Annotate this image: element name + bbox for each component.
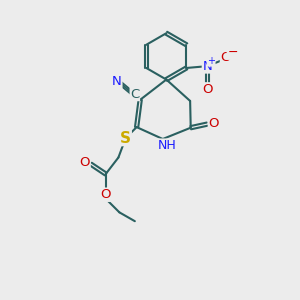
- Text: N: N: [202, 60, 212, 73]
- Text: NH: NH: [158, 139, 177, 152]
- Text: C: C: [130, 88, 140, 100]
- Text: O: O: [80, 156, 90, 169]
- Text: O: O: [220, 51, 231, 64]
- Text: N: N: [112, 75, 122, 88]
- Text: O: O: [100, 188, 111, 201]
- Text: S: S: [120, 130, 131, 146]
- Text: O: O: [208, 117, 219, 130]
- Text: +: +: [207, 56, 215, 66]
- Text: O: O: [202, 83, 212, 96]
- Text: −: −: [227, 46, 238, 59]
